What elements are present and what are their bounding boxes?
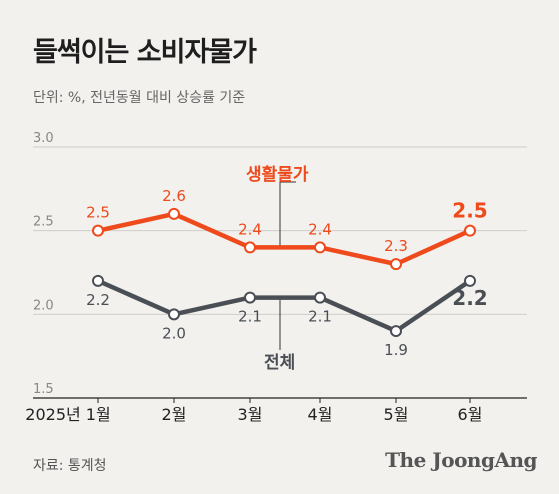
x-tick-label-4: 5월	[384, 405, 409, 424]
series-1-point-0	[92, 274, 104, 287]
brand-logo: The JoongAng	[385, 448, 537, 472]
series-0-point-3	[314, 241, 326, 254]
series-0-point-2	[244, 241, 256, 254]
chart-subtitle: 단위: %, 전년동월 대비 상승률 기준	[33, 90, 246, 106]
series-1-data-label-3: 2.1	[308, 308, 332, 326]
series-0-point-1	[168, 207, 180, 220]
x-tick-label-3: 4월	[308, 405, 333, 424]
series-1-point-2	[244, 291, 256, 304]
y-tick-labels: 3.0 2.5 2.0 1.5	[33, 131, 54, 397]
series-0-point-5	[464, 224, 476, 237]
x-tick-label-1: 2월	[162, 405, 187, 424]
series-1-data-label-2: 2.1	[238, 308, 262, 326]
series-1-data-label-1: 2.0	[162, 324, 186, 342]
series-0-data-label-5: 2.5	[452, 199, 487, 223]
x-tick-label-0: 2025년 1월	[25, 405, 110, 424]
series-0-point-0	[92, 224, 104, 237]
series-0-data-label-1: 2.6	[162, 187, 186, 205]
y-tick-label-0: 3.0	[33, 131, 54, 146]
y-tick-label-1: 2.5	[33, 215, 54, 230]
series-0-data-label-0: 2.5	[86, 204, 110, 222]
series-0-data-label-3: 2.4	[308, 220, 332, 238]
series-line-1	[97, 278, 472, 334]
y-tick-label-2: 2.0	[33, 298, 54, 313]
series-1-point-5	[464, 274, 476, 287]
x-axis: 2025년 1월 2월 3월 4월 5월 6월	[25, 398, 482, 424]
series-1-data-label-0: 2.2	[86, 291, 110, 309]
x-tick-label-5: 6월	[458, 405, 483, 424]
series-1-data-label-4: 1.9	[384, 341, 408, 359]
series-1-point-4	[390, 325, 402, 338]
series-line-0	[97, 211, 471, 267]
series-0-data-label-2: 2.4	[238, 220, 262, 238]
series-name-label-1: 전체	[264, 353, 295, 373]
y-tick-label-3: 1.5	[33, 382, 54, 397]
series-name-label-0: 생활물가	[246, 164, 309, 185]
series-1-point-1	[168, 308, 180, 321]
series-leader-lines	[279, 181, 296, 350]
series-1-point-3	[314, 291, 326, 304]
series-1-data-label-5: 2.2	[452, 286, 487, 310]
series-0-data-label-4: 2.3	[384, 237, 408, 255]
x-tick-label-2: 3월	[238, 405, 263, 424]
series-0-point-4	[390, 258, 402, 271]
source-note: 자료: 통계청	[33, 458, 107, 474]
series-group: 2.5 2.6 2.4 2.4 2.3 2.5 2.2 2.0 2.1 2.1 1.9 2.2	[86, 187, 488, 359]
chart-title: 들썩이는 소비자물가	[33, 37, 257, 68]
